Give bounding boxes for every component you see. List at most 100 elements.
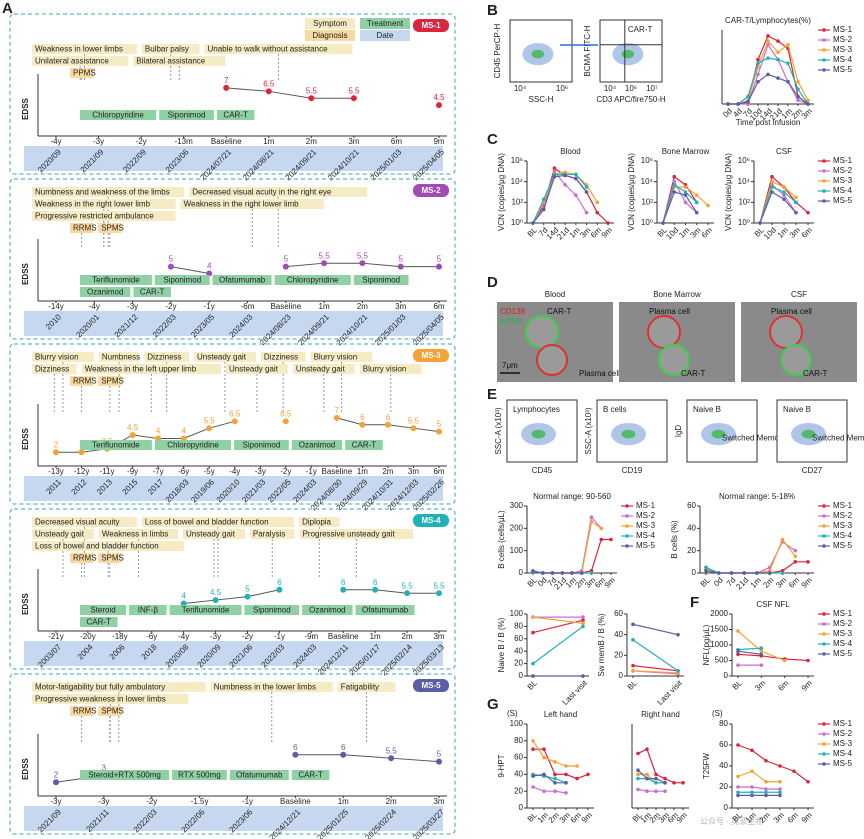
- data-point: [758, 221, 762, 225]
- legend-label: Treatment: [367, 19, 404, 28]
- edss-point: [436, 263, 442, 270]
- diagnoses: RRMS: [73, 377, 97, 386]
- cell-label: CAR-T: [547, 307, 572, 316]
- diagnoses-box: [98, 223, 122, 233]
- cell: [780, 344, 812, 376]
- y-tick-label: 40: [719, 761, 728, 770]
- y-axis-label: VCN (copies/μg DNA): [724, 153, 733, 231]
- data-point: [796, 94, 800, 99]
- edss-point: [265, 88, 272, 95]
- annotations-box: [299, 529, 414, 539]
- edss-value: 5: [437, 420, 442, 429]
- time-label: -1y: [306, 467, 317, 476]
- data-point: [782, 190, 786, 194]
- time-label: -6y: [146, 632, 157, 641]
- legend-label: MS-3: [833, 45, 853, 54]
- series-line: [532, 173, 588, 224]
- data-point: [589, 515, 594, 519]
- legend-marker: [822, 169, 826, 173]
- data-point: [736, 790, 740, 795]
- time-label: -13m: [175, 137, 194, 146]
- annotations-box: [98, 352, 140, 362]
- data-point: [531, 674, 535, 678]
- x-tick-label: 3m: [753, 678, 767, 692]
- y-tick-label: 40: [614, 630, 623, 639]
- annotations-box: [194, 352, 256, 362]
- edss-value: 4.5: [210, 588, 222, 597]
- diagnoses: SPMS: [101, 377, 124, 386]
- data-point: [755, 571, 759, 575]
- annotations: Weakness in the right lower limb: [184, 200, 300, 209]
- data-point: [645, 789, 649, 793]
- annotations: Unsteady gait: [229, 365, 279, 374]
- edss-value: 4: [207, 262, 212, 271]
- data-point: [574, 172, 578, 177]
- treatment: CAR-T: [223, 111, 248, 120]
- data-point: [550, 571, 555, 575]
- data-point: [589, 519, 594, 524]
- legend-label: MS-3: [833, 521, 853, 530]
- edss-value: 2: [54, 770, 59, 779]
- series-line: [532, 520, 602, 574]
- series-line: [532, 786, 567, 794]
- edss-value: 6.5: [263, 79, 275, 88]
- diagnoses: SPMS: [101, 224, 124, 233]
- series-line: [759, 180, 797, 224]
- legend-marker: [822, 722, 826, 726]
- data-point: [770, 190, 774, 194]
- treatment-box: [80, 770, 170, 780]
- annotations: Unable to walk without assistance: [208, 45, 329, 54]
- legend-label: MS-5: [833, 196, 853, 205]
- image-title: Blood: [545, 290, 565, 299]
- y-tick-label: 10²: [511, 197, 523, 206]
- x-tick-label: 9m: [800, 678, 814, 692]
- edss-point: [388, 755, 395, 762]
- time-label: -1.5y: [191, 797, 209, 806]
- flow-ylabel: IgD: [674, 425, 683, 438]
- y-axis-label: 9-HPT: [497, 754, 506, 777]
- chart-title: CSF: [776, 147, 792, 156]
- edss-value: 5: [284, 255, 289, 264]
- legend-marker: [822, 38, 826, 42]
- legend-label: MS-1: [833, 719, 853, 728]
- legend-label: MS-3: [636, 521, 656, 530]
- edss-line: [56, 420, 235, 453]
- data-point: [531, 570, 535, 574]
- data-point: [636, 787, 640, 792]
- time-label: -7y: [153, 467, 164, 476]
- flow-cloud-core: [711, 429, 726, 439]
- data-point: [782, 197, 786, 202]
- data-point: [736, 793, 740, 798]
- time-label: 2m: [357, 302, 368, 311]
- data-point: [560, 571, 565, 575]
- treatment: Teriflunomide: [92, 276, 140, 285]
- edss-value: 4: [181, 427, 186, 436]
- x-tick-label: 9m: [800, 575, 814, 589]
- edss-value: 5.5: [408, 416, 420, 425]
- annotations: Numbness in the lower limbs: [214, 683, 316, 692]
- edss-value: 6: [341, 578, 346, 587]
- annotations: Unilateral assistance: [35, 57, 109, 66]
- edss-value: 5: [245, 585, 250, 594]
- x-tick-label: 9m: [675, 810, 689, 824]
- data-point: [672, 179, 677, 184]
- time-label: -9y: [127, 467, 138, 476]
- series-line: [737, 744, 809, 783]
- y-tick-label: 0: [619, 671, 624, 680]
- legend-marker: [822, 514, 826, 518]
- treatment: RTX 500mg: [178, 771, 221, 780]
- data-point: [770, 174, 774, 179]
- legend-label: MS-2: [833, 166, 853, 175]
- treatment: Siponimod: [163, 276, 201, 285]
- data-point: [736, 629, 740, 633]
- patient-box: [9, 13, 456, 175]
- gate-label: Switched Memory B: [722, 434, 793, 443]
- panel-label: A: [2, 0, 13, 17]
- edss-value: 6.5: [280, 409, 292, 418]
- data-point: [746, 94, 750, 99]
- chart-title: Right hand: [641, 710, 680, 719]
- annotations-box: [81, 364, 221, 374]
- x-tick-label: 9m: [600, 225, 614, 239]
- data-point: [683, 200, 688, 205]
- treatment-box: [345, 440, 383, 450]
